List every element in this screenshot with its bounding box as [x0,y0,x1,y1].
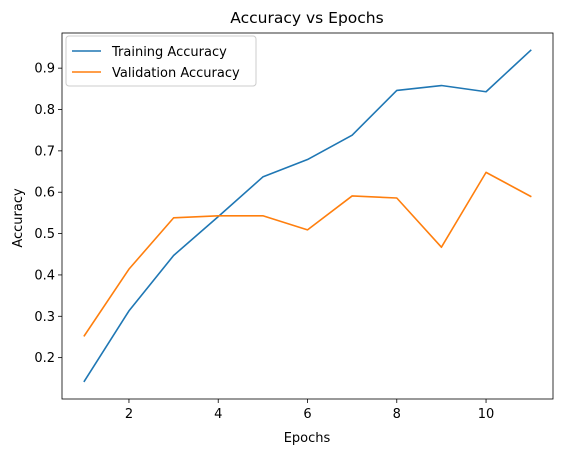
y-tick-label: 0.3 [34,310,55,325]
legend-box [65,35,257,87]
y-tick-label: 0.7 [34,144,55,159]
y-tick-label: 0.4 [34,268,55,283]
legend: Training Accuracy Validation Accuracy [65,35,257,87]
y-tick-label: 0.6 [34,186,55,201]
x-tick-label: 8 [393,407,401,422]
series-line-validation-accuracy [83,171,532,337]
legend-label: Validation Accuracy [112,66,240,81]
y-tick-label: 0.8 [34,103,55,118]
x-tick-label: 6 [303,407,311,422]
y-tick-label: 0.2 [34,351,55,366]
plot-frame [61,32,554,400]
chart-title: Accuracy vs Epochs [230,9,383,27]
y-axis-label: Accuracy [11,188,26,248]
x-axis-label: Epochs [284,431,331,446]
x-tick-label: 4 [214,407,222,422]
x-tick-label: 10 [478,407,495,422]
y-tick-label: 0.5 [34,227,55,242]
y-tick-label: 0.9 [34,62,55,77]
x-tick-label: 2 [125,407,133,422]
plot-area [83,49,532,383]
legend-label: Training Accuracy [111,45,227,60]
series-line-training-accuracy [83,49,532,383]
